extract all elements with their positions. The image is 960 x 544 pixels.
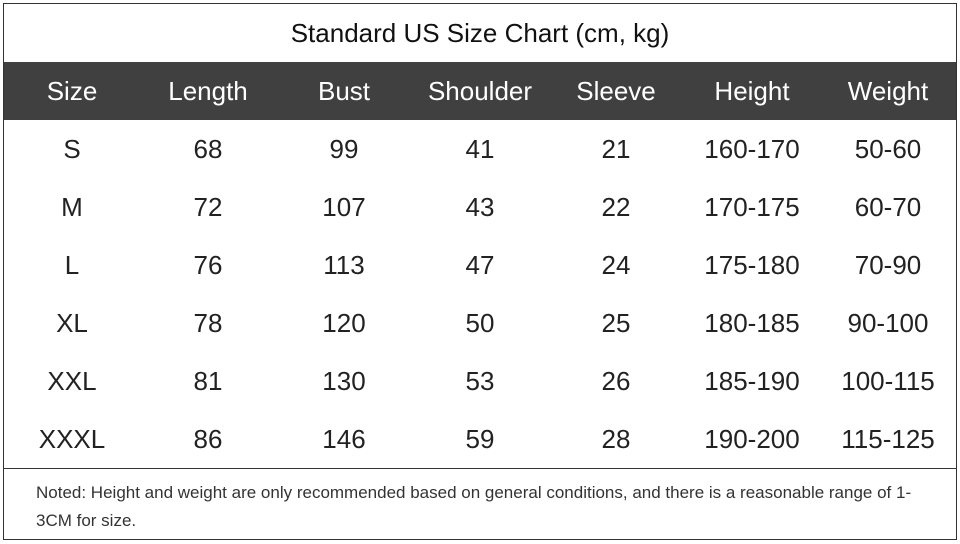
table-cell: S (63, 133, 81, 164)
header-cell: Height (714, 75, 790, 106)
table: Size Length Bust Shoulder Sleeve Height Weight… (4, 62, 956, 468)
table-cell: 130 (322, 365, 366, 396)
table-cell: 160-170 (704, 133, 800, 164)
table-cell: M (61, 191, 83, 222)
table-cell: 100-115 (841, 365, 935, 396)
table-cell: 72 (193, 191, 223, 222)
table-cell: 53 (465, 365, 495, 396)
table-cell: 185-190 (704, 365, 800, 396)
table-cell: 26 (601, 365, 631, 396)
table-cell: 28 (601, 423, 631, 454)
table-cell: 22 (601, 191, 631, 222)
table-cell: 25 (601, 307, 631, 338)
table-cell: 115-125 (841, 423, 935, 454)
table-row: M 72 107 43 22 170-175 60-70 (4, 178, 956, 236)
table-cell: 175-180 (704, 249, 800, 280)
table-cell: 120 (322, 307, 366, 338)
table-cell: 70-90 (854, 249, 922, 280)
table-cell: XL (56, 307, 88, 338)
table-row: XL 78 120 50 25 180-185 90-100 (4, 294, 956, 352)
table-cell: 21 (601, 133, 631, 164)
header-cell: Size (46, 75, 98, 106)
table-cell: 41 (465, 133, 495, 164)
table-cell: XXXL (38, 423, 106, 454)
table-cell: L (64, 249, 80, 280)
table-cell: 76 (193, 249, 223, 280)
table-cell: 68 (193, 133, 223, 164)
table-cell: 81 (193, 365, 223, 396)
table-cell: 60-70 (854, 191, 922, 222)
table-cell: 59 (465, 423, 495, 454)
header-cell: Sleeve (576, 75, 656, 106)
table-cell: 99 (329, 133, 359, 164)
table-cell: 190-200 (704, 423, 800, 454)
header-cell: Bust (317, 75, 371, 106)
header-cell: Length (168, 75, 248, 106)
table-cell: 47 (465, 249, 495, 280)
table-row: XXL 81 130 53 26 185-190 100-115 (4, 352, 956, 410)
table-cell: 90-100 (847, 307, 929, 338)
table-cell: XXL (47, 365, 97, 396)
table-cell: 170-175 (704, 191, 800, 222)
title: Standard US Size Chart (cm, kg) (290, 18, 670, 48)
table-cell: 50-60 (854, 133, 922, 164)
table-cell: 24 (601, 249, 631, 280)
size-chart: Standard US Size Chart (cm, kg) Size Leng… (3, 3, 957, 540)
table-cell: 78 (193, 307, 223, 338)
table-row: XXXL 86 146 59 28 190-200 115-125 (4, 410, 956, 468)
header-row: Size Length Bust Shoulder Sleeve Height Weight (4, 62, 956, 120)
table-row: S 68 99 41 21 160-170 50-60 (4, 120, 956, 178)
table-cell: 113 (323, 249, 365, 280)
table-row: L 76 113 47 24 175-180 70-90 (4, 236, 956, 294)
header-cell: Shoulder (427, 75, 533, 106)
table-cell: 146 (322, 423, 366, 454)
header-cell: Weight (847, 75, 929, 106)
table-cell: 180-185 (704, 307, 800, 338)
table-cell: 43 (465, 191, 495, 222)
table-cell: 107 (322, 191, 366, 222)
table-cell: 86 (193, 423, 223, 454)
table-cell: 50 (465, 307, 495, 338)
note: Noted: Height and weight are only recomm… (4, 468, 956, 539)
